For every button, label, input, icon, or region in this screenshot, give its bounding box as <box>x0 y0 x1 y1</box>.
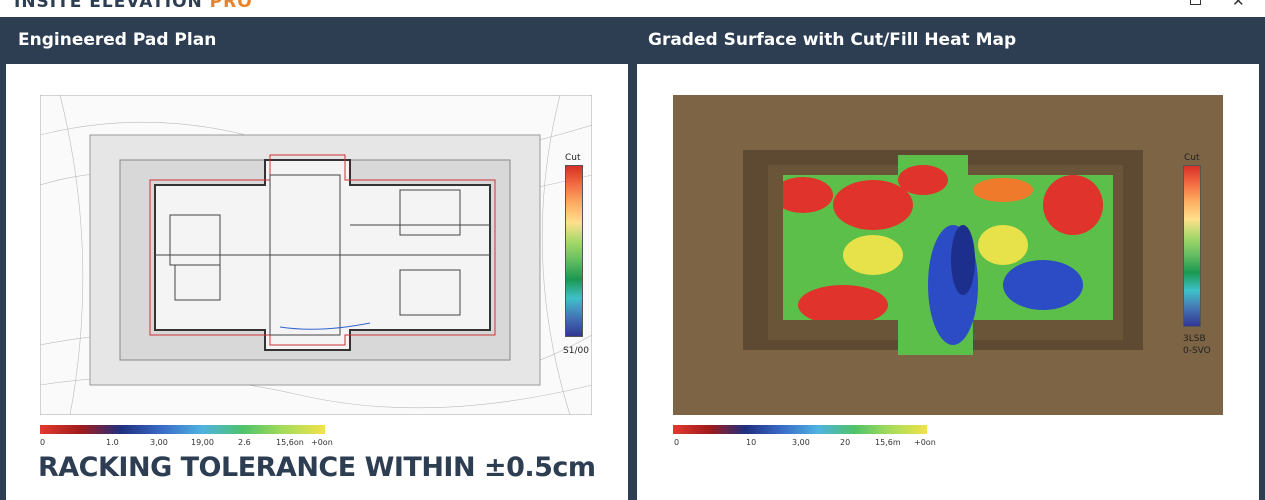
heat-map-image <box>673 95 1223 415</box>
tolerance-caption: RACKING TOLERANCE WITHIN ±0.5cm <box>38 452 596 483</box>
close-button[interactable]: ✕ <box>1232 0 1245 10</box>
scale-label: +0on <box>311 438 333 447</box>
app-name: INSITE ELEVATION <box>14 0 203 12</box>
pad-plan-drawing <box>40 95 592 415</box>
panel-title: Graded Surface with Cut/Fill Heat Map <box>648 30 1017 50</box>
scale-label: 10 <box>746 438 757 447</box>
scale-label: 15,6m <box>875 438 901 447</box>
scale-bar <box>40 425 325 434</box>
app-name-accent: PRO <box>209 0 253 12</box>
scale-label: +0on <box>914 438 936 447</box>
legend-bar <box>565 165 583 337</box>
legend-bottom-label: 3LSB <box>1183 334 1206 344</box>
title-bar: INSITE ELEVATION PRO ✕ <box>0 0 1265 17</box>
scale-label: 2.6 <box>238 438 251 447</box>
scale-label: 3,00 <box>150 438 168 447</box>
scale-label: 20 <box>840 438 851 447</box>
scale-bar <box>673 425 927 434</box>
scale-label: 19,00 <box>191 438 214 447</box>
scale-label: 1.0 <box>106 438 119 447</box>
legend-top-label: Cut <box>565 153 581 163</box>
legend-top-label: Cut <box>1184 153 1200 163</box>
legend-bar <box>1183 165 1201 327</box>
scale-label: 15,6on <box>276 438 304 447</box>
scale-label: 3,00 <box>792 438 810 447</box>
maximize-button[interactable] <box>1190 0 1201 5</box>
scale-label: 0 <box>40 438 46 447</box>
panel-title: Engineered Pad Plan <box>18 30 217 50</box>
legend-bottom-label: 0-SVO <box>1183 346 1211 356</box>
app-title: INSITE ELEVATION PRO <box>14 0 253 12</box>
legend-bottom-label: S1/00 <box>563 346 589 356</box>
scale-label: 0 <box>674 438 680 447</box>
